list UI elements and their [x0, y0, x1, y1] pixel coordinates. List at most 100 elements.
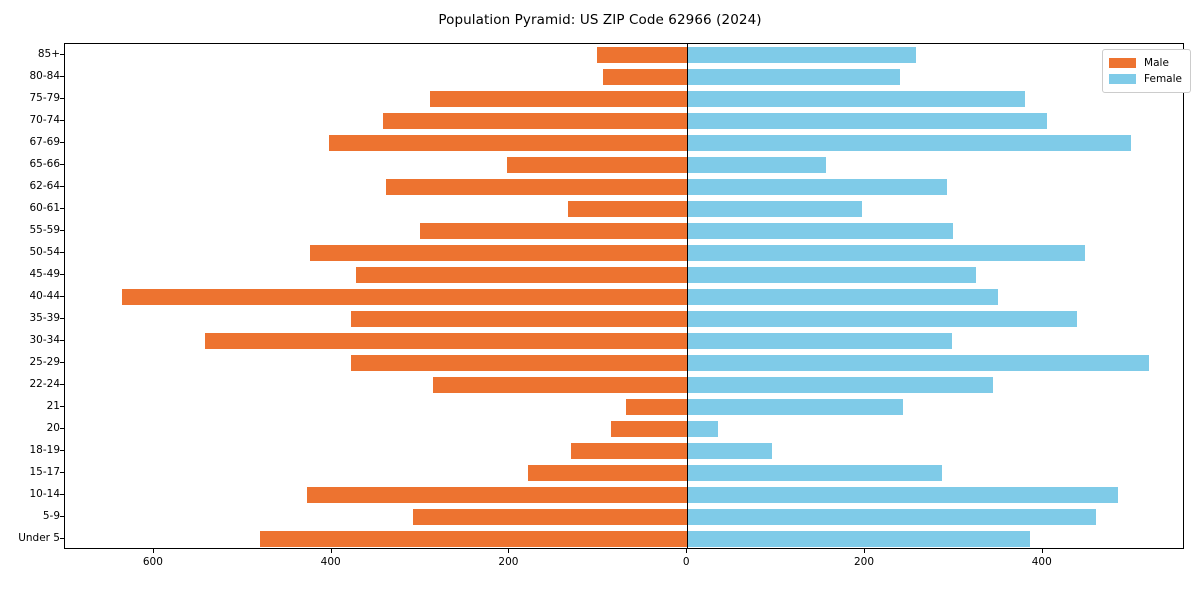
bar-male [306, 487, 688, 503]
bar-male [351, 311, 688, 327]
y-axis-tick-label: 67-69 [29, 136, 60, 148]
bar-male [433, 377, 688, 393]
bar-male [625, 399, 688, 415]
y-axis-tick-mark [60, 318, 64, 319]
bar-female [687, 443, 772, 459]
y-axis-tick-label: 21 [46, 400, 60, 412]
bar-female [687, 91, 1025, 107]
bar-male [385, 179, 688, 195]
bar-male [528, 465, 688, 481]
y-axis-tick-mark [60, 98, 64, 99]
y-axis-tick-label: 75-79 [29, 92, 60, 104]
x-axis-tick-label: 0 [682, 556, 690, 568]
x-axis-tick-label: 600 [142, 556, 163, 568]
x-axis-tick-mark [1041, 549, 1043, 553]
plot-inner [65, 44, 1183, 548]
bar-female [687, 245, 1086, 261]
chart-title: Population Pyramid: US ZIP Code 62966 (2… [438, 12, 762, 28]
legend-label: Female [1144, 73, 1182, 85]
bar-female [687, 267, 977, 283]
y-axis-tick-mark [60, 208, 64, 209]
legend-item[interactable]: Male [1109, 55, 1182, 71]
y-axis-tick-label: 5-9 [42, 510, 60, 522]
y-axis-tick-mark [60, 516, 64, 517]
y-axis-tick-mark [60, 54, 64, 55]
y-axis-tick-mark [60, 142, 64, 143]
y-axis-tick-mark [60, 428, 64, 429]
y-axis-tick-label: 70-74 [29, 114, 60, 126]
y-axis-tick-label: 85+ [37, 48, 60, 60]
bar-female [687, 487, 1119, 503]
y-axis-tick-label: 35-39 [29, 312, 60, 324]
bar-female [687, 311, 1077, 327]
y-axis-tick-label: Under 5 [18, 532, 60, 544]
bar-female [687, 135, 1131, 151]
y-axis-tick-mark [60, 186, 64, 187]
y-axis-tick-label: 80-84 [29, 70, 60, 82]
y-axis-tick-label: 50-54 [29, 246, 60, 258]
bar-female [687, 333, 953, 349]
legend-color-swatch [1109, 58, 1137, 68]
legend-label: Male [1144, 57, 1169, 69]
y-axis-tick-label: 30-34 [29, 334, 60, 346]
x-axis-tick-mark [152, 549, 154, 553]
bar-female [687, 289, 999, 305]
bar-male [610, 421, 688, 437]
bar-male [568, 201, 688, 217]
legend-color-swatch [1109, 74, 1137, 84]
y-axis-tick-label: 62-64 [29, 180, 60, 192]
y-axis-tick-label: 15-17 [29, 466, 60, 478]
y-axis-tick-mark [60, 230, 64, 231]
bar-female [687, 47, 916, 63]
x-axis-tick-mark [508, 549, 510, 553]
y-axis-tick-label: 40-44 [29, 290, 60, 302]
bar-female [687, 465, 943, 481]
bar-male [259, 531, 688, 547]
y-axis-tick-mark [60, 406, 64, 407]
y-axis-tick-mark [60, 340, 64, 341]
bar-female [687, 201, 863, 217]
legend-item[interactable]: Female [1109, 71, 1182, 87]
bar-male [329, 135, 688, 151]
y-axis-tick-mark [60, 296, 64, 297]
y-axis-tick-mark [60, 76, 64, 77]
y-axis-tick-mark [60, 274, 64, 275]
bar-male [430, 91, 688, 107]
y-axis-tick-mark [60, 450, 64, 451]
y-axis-tick-mark [60, 472, 64, 473]
bar-female [687, 509, 1097, 525]
y-axis-tick-label: 60-61 [29, 202, 60, 214]
bar-female [687, 355, 1150, 371]
y-axis-tick-mark [60, 120, 64, 121]
x-axis-tick-mark [686, 549, 688, 553]
y-axis-tick-mark [60, 164, 64, 165]
y-axis-tick-mark [60, 252, 64, 253]
bar-male [310, 245, 688, 261]
bar-male [121, 289, 688, 305]
y-axis-tick-mark [60, 538, 64, 539]
bar-female [687, 399, 904, 415]
x-axis-tick-label: 400 [320, 556, 341, 568]
y-axis-tick-label: 25-29 [29, 356, 60, 368]
y-axis-tick-mark [60, 362, 64, 363]
bar-male [570, 443, 688, 459]
plot-area [64, 43, 1184, 549]
bar-male [596, 47, 688, 63]
bar-male [413, 509, 688, 525]
y-axis-tick-mark [60, 494, 64, 495]
y-axis-tick-label: 45-49 [29, 268, 60, 280]
chart-legend: Male Female [1102, 49, 1191, 93]
bar-male [204, 333, 688, 349]
bar-male [602, 69, 688, 85]
bar-female [687, 179, 947, 195]
x-axis-tick-mark [864, 549, 865, 553]
bar-male [383, 113, 688, 129]
x-axis-tick-mark [330, 549, 332, 553]
x-axis-tick-label: 400 [1031, 556, 1052, 568]
y-axis-tick-label: 55-59 [29, 224, 60, 236]
bar-female [687, 113, 1048, 129]
bar-female [687, 531, 1031, 547]
x-axis-tick-label: 200 [853, 556, 875, 568]
bar-female [687, 421, 719, 437]
